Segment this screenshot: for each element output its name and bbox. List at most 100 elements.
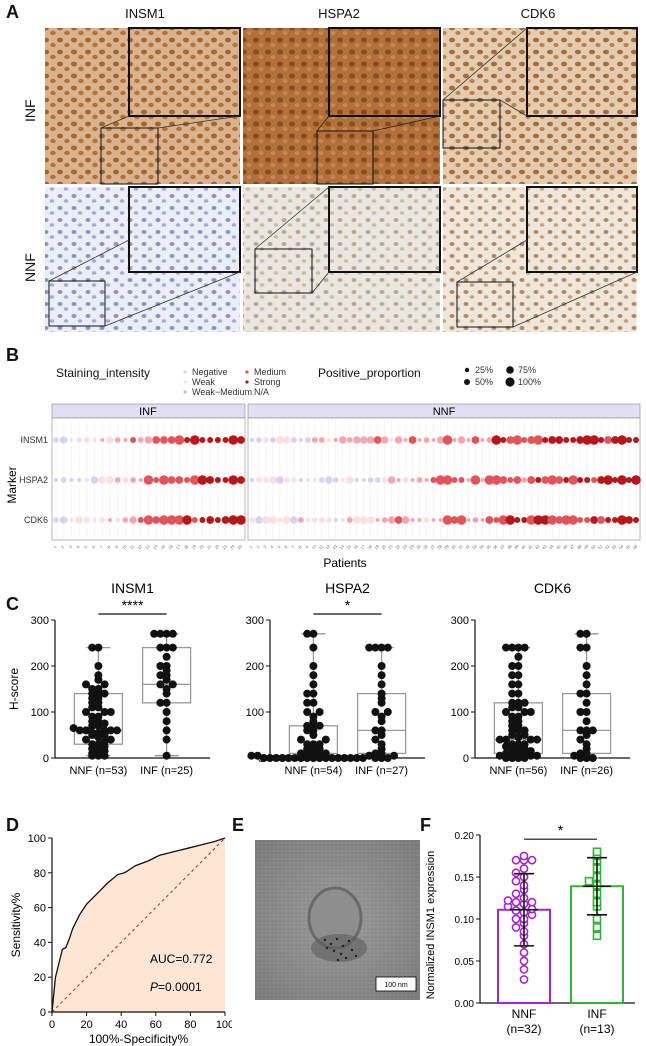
data-point bbox=[156, 643, 165, 652]
data-point bbox=[514, 671, 523, 680]
dot-mark bbox=[410, 478, 415, 482]
data-point bbox=[82, 735, 90, 744]
data-point bbox=[519, 956, 529, 966]
data-point bbox=[520, 726, 529, 735]
dot-mark bbox=[338, 436, 347, 444]
dot-mark bbox=[352, 436, 361, 444]
dot-mark bbox=[403, 438, 408, 442]
data-point bbox=[150, 629, 159, 638]
patient-tick-label: 8 bbox=[297, 544, 303, 550]
data-point bbox=[576, 643, 585, 652]
patient-tick-label: 3 bbox=[68, 544, 74, 550]
y-tick-label: 300 bbox=[31, 615, 49, 627]
data-point bbox=[303, 740, 312, 749]
dot-mark bbox=[472, 517, 479, 523]
dot-mark bbox=[505, 515, 516, 525]
patient-tick-label: 32 bbox=[464, 543, 471, 550]
dot-mark bbox=[166, 515, 177, 525]
dot-mark bbox=[617, 475, 627, 485]
data-point bbox=[582, 689, 591, 698]
dot-mark bbox=[485, 516, 494, 524]
dot-mark bbox=[394, 516, 403, 524]
dot-mark bbox=[284, 477, 290, 483]
data-point bbox=[520, 740, 529, 749]
dot-mark bbox=[83, 437, 90, 443]
dot-mark bbox=[617, 515, 627, 525]
data-point bbox=[309, 671, 318, 680]
data-point bbox=[75, 726, 84, 735]
tem-scale-label: 100 nm bbox=[384, 982, 408, 989]
dot-mark bbox=[76, 437, 83, 443]
dot-mark bbox=[249, 517, 255, 523]
data-point bbox=[588, 754, 597, 762]
data-point bbox=[526, 747, 535, 756]
patient-tick-label: 15 bbox=[160, 543, 167, 550]
data-point bbox=[328, 754, 336, 762]
dot-mark bbox=[366, 436, 375, 444]
x-tick-label: 80 bbox=[184, 1019, 196, 1031]
data-point bbox=[502, 643, 510, 652]
dot-mark bbox=[130, 477, 136, 483]
patient-tick-label: 6 bbox=[91, 544, 97, 550]
dot-mark bbox=[612, 517, 619, 523]
dot-mark bbox=[442, 475, 453, 485]
patient-tick-label: 9 bbox=[114, 544, 120, 550]
dot-mark bbox=[354, 478, 359, 482]
patient-tick-label: 17 bbox=[175, 543, 182, 550]
dot-mark bbox=[435, 475, 446, 485]
data-point bbox=[377, 689, 386, 698]
dot-mark bbox=[591, 477, 598, 483]
dot-mark bbox=[577, 517, 584, 523]
data-point bbox=[94, 643, 103, 652]
data-point bbox=[576, 726, 585, 735]
data-point bbox=[526, 735, 535, 744]
dot-mark bbox=[500, 437, 507, 443]
dot-mark bbox=[318, 517, 325, 523]
data-point bbox=[162, 708, 171, 716]
dot-mark bbox=[417, 518, 422, 522]
dot-mark bbox=[547, 515, 558, 525]
y-tick-label: 0 bbox=[40, 1007, 46, 1019]
legend-label-25: 25% bbox=[475, 365, 493, 375]
data-point bbox=[527, 897, 537, 907]
data-point bbox=[502, 749, 510, 758]
dot-mark bbox=[92, 518, 97, 522]
patient-tick-label: 10 bbox=[310, 543, 317, 550]
dot-mark bbox=[60, 477, 67, 483]
dot-mark bbox=[366, 516, 375, 524]
data-point bbox=[495, 735, 504, 744]
data-point bbox=[94, 671, 103, 680]
patient-tick-label: 21 bbox=[206, 543, 213, 550]
dot-mark bbox=[486, 437, 493, 443]
data-point bbox=[352, 754, 361, 762]
dot-mark bbox=[137, 517, 144, 523]
dot-mark bbox=[160, 436, 168, 444]
dot-mark bbox=[466, 518, 471, 522]
dot-mark bbox=[470, 475, 481, 485]
y-tick-label: 100 bbox=[246, 707, 264, 719]
dot-mark bbox=[506, 436, 515, 444]
data-point bbox=[253, 751, 262, 760]
patient-tick-label: 18 bbox=[366, 543, 373, 550]
dot-mark bbox=[54, 478, 58, 482]
data-point bbox=[272, 754, 281, 762]
data-point bbox=[371, 749, 380, 758]
data-point bbox=[533, 735, 541, 744]
patient-tick-label: 26 bbox=[422, 543, 429, 550]
data-point bbox=[94, 740, 103, 749]
dot-mark bbox=[53, 437, 59, 443]
dot-mark bbox=[69, 478, 74, 482]
patient-tick-label: 5 bbox=[83, 544, 89, 550]
patient-tick-label: 6 bbox=[283, 544, 289, 550]
category-label: NNF (n=56) bbox=[490, 765, 548, 777]
dot-mark bbox=[597, 476, 605, 484]
dot-mark bbox=[305, 478, 310, 482]
data-point bbox=[520, 698, 529, 707]
marker-label-insm1: INSM1 bbox=[20, 435, 48, 445]
data-point bbox=[508, 643, 517, 652]
dot-mark bbox=[466, 478, 471, 482]
x-tick-label: 0 bbox=[49, 1019, 55, 1031]
dot-mark bbox=[611, 436, 619, 444]
patient-tick-label: 37 bbox=[499, 543, 506, 550]
dot-mark bbox=[631, 475, 641, 485]
